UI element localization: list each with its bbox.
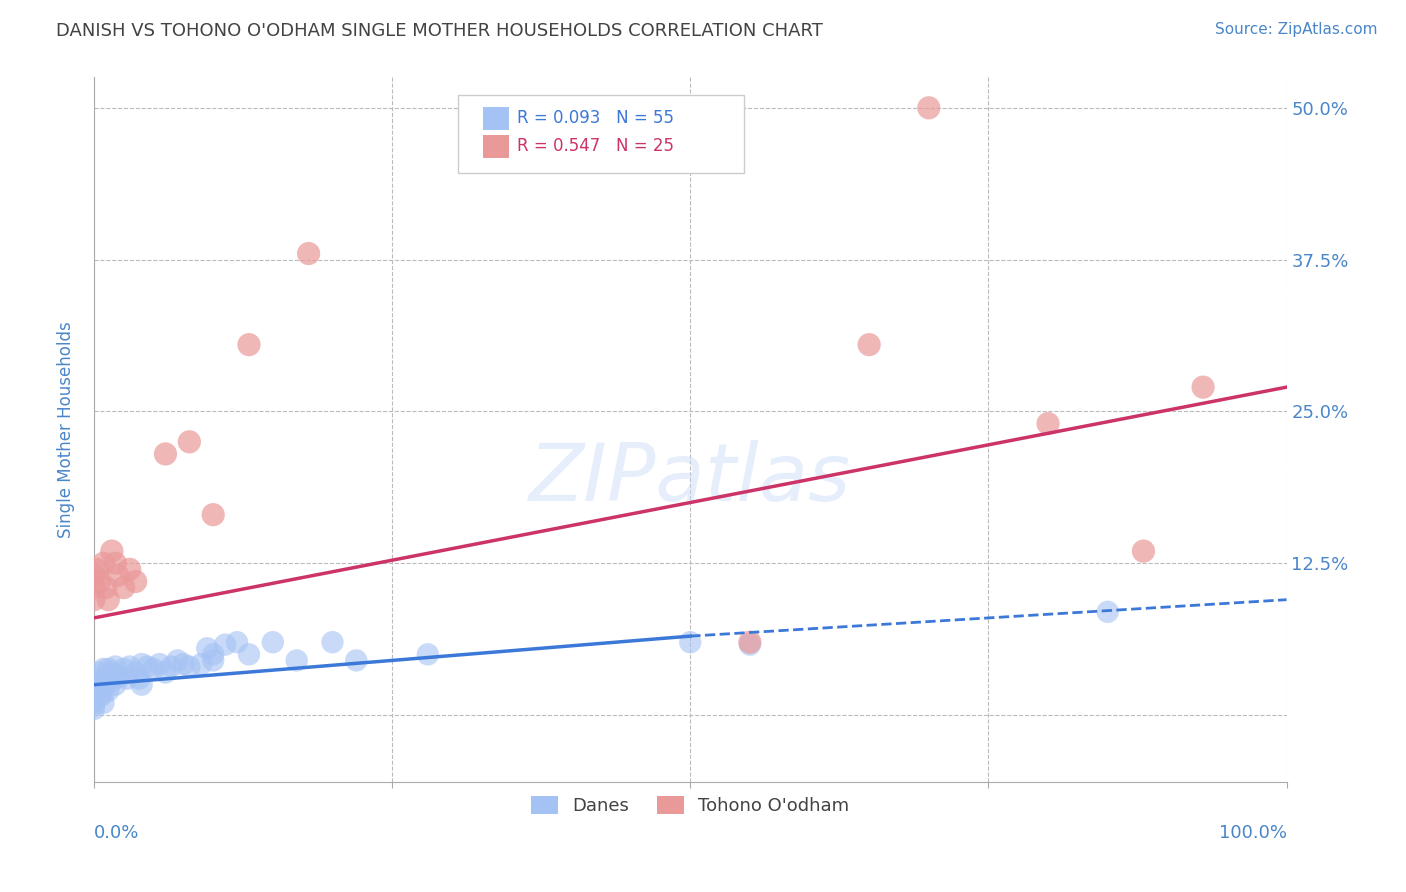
Point	[107, 568, 129, 582]
Point	[179, 434, 201, 449]
Point	[136, 659, 159, 673]
Point	[918, 101, 941, 115]
Point	[97, 672, 120, 686]
FancyBboxPatch shape	[458, 95, 744, 172]
Point	[104, 659, 127, 673]
Point	[285, 653, 308, 667]
Point	[1097, 605, 1119, 619]
Point	[238, 648, 260, 662]
Point	[1192, 380, 1215, 394]
Point	[1132, 544, 1154, 558]
Point	[93, 686, 115, 700]
Point	[155, 447, 177, 461]
Point	[83, 686, 105, 700]
Legend: Danes, Tohono O'odham: Danes, Tohono O'odham	[524, 789, 856, 822]
Point	[89, 574, 111, 589]
Point	[83, 581, 105, 595]
Text: R = 0.547   N = 25: R = 0.547 N = 25	[517, 137, 675, 155]
Point	[202, 653, 225, 667]
Point	[416, 648, 439, 662]
Point	[101, 674, 124, 689]
Text: 100.0%: 100.0%	[1219, 824, 1286, 842]
Point	[262, 635, 284, 649]
Point	[93, 662, 115, 676]
Text: DANISH VS TOHONO O'ODHAM SINGLE MOTHER HOUSEHOLDS CORRELATION CHART: DANISH VS TOHONO O'ODHAM SINGLE MOTHER H…	[56, 22, 823, 40]
Point	[166, 653, 188, 667]
Point	[117, 672, 139, 686]
Point	[83, 693, 105, 707]
Point	[89, 674, 111, 689]
Point	[83, 690, 105, 704]
Point	[83, 678, 105, 692]
Point	[83, 696, 105, 710]
Point	[86, 562, 108, 576]
Point	[83, 592, 105, 607]
Point	[738, 635, 761, 649]
Point	[148, 657, 170, 671]
Point	[97, 662, 120, 676]
Point	[118, 659, 141, 673]
Point	[131, 678, 153, 692]
Point	[97, 592, 120, 607]
Point	[155, 665, 177, 680]
Point	[131, 657, 153, 671]
Point	[83, 683, 105, 698]
Point	[83, 568, 105, 582]
Point	[89, 665, 111, 680]
Point	[858, 337, 880, 351]
Point	[344, 653, 367, 667]
Y-axis label: Single Mother Households: Single Mother Households	[58, 321, 75, 538]
Point	[214, 638, 236, 652]
Point	[112, 662, 135, 676]
Point	[83, 698, 105, 713]
Point	[202, 508, 225, 522]
Point	[1036, 417, 1059, 431]
FancyBboxPatch shape	[482, 107, 509, 129]
Point	[124, 574, 146, 589]
Text: ZIPatlas: ZIPatlas	[529, 440, 851, 518]
Point	[89, 690, 111, 704]
Point	[118, 562, 141, 576]
Point	[321, 635, 343, 649]
Point	[160, 659, 183, 673]
Point	[124, 665, 146, 680]
Text: 0.0%: 0.0%	[94, 824, 139, 842]
Point	[104, 678, 127, 692]
Point	[179, 659, 201, 673]
Point	[297, 246, 319, 260]
Point	[195, 641, 218, 656]
Point	[93, 556, 115, 570]
Point	[128, 672, 150, 686]
Point	[738, 638, 761, 652]
Point	[101, 665, 124, 680]
Point	[108, 669, 131, 683]
Point	[83, 702, 105, 716]
Point	[97, 683, 120, 698]
Point	[172, 657, 194, 671]
FancyBboxPatch shape	[482, 136, 509, 158]
Point	[93, 696, 115, 710]
Point	[93, 678, 115, 692]
Point	[226, 635, 249, 649]
Point	[112, 581, 135, 595]
Point	[202, 648, 225, 662]
Point	[679, 635, 702, 649]
Point	[93, 669, 115, 683]
Point	[190, 657, 212, 671]
Point	[104, 556, 127, 570]
Point	[89, 681, 111, 696]
Point	[101, 544, 124, 558]
Text: R = 0.093   N = 55: R = 0.093 N = 55	[517, 110, 675, 128]
Point	[142, 662, 165, 676]
Point	[238, 337, 260, 351]
Text: Source: ZipAtlas.com: Source: ZipAtlas.com	[1215, 22, 1378, 37]
Point	[94, 581, 117, 595]
